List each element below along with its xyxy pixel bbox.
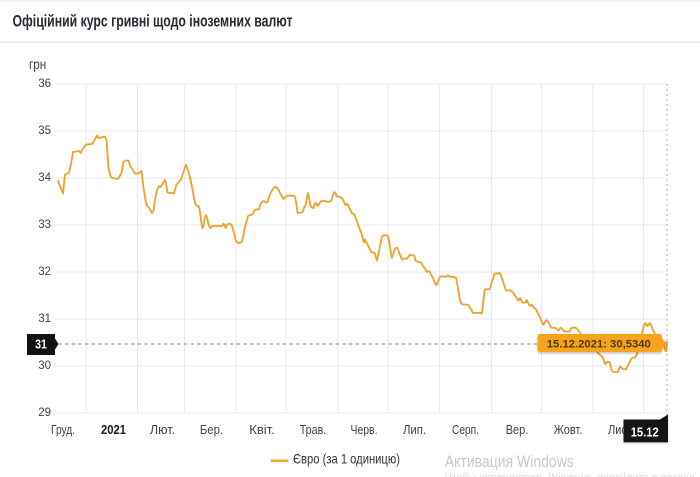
svg-text:Лип.: Лип. bbox=[403, 423, 426, 437]
svg-text:31: 31 bbox=[35, 337, 47, 352]
svg-text:33: 33 bbox=[38, 217, 51, 231]
svg-text:Жовт.: Жовт. bbox=[554, 423, 583, 437]
svg-text:36: 36 bbox=[38, 76, 51, 90]
svg-text:35: 35 bbox=[38, 123, 51, 137]
svg-text:Бер.: Бер. bbox=[200, 423, 223, 437]
svg-text:2021: 2021 bbox=[101, 423, 126, 437]
svg-text:Євро (за 1 одиницю): Євро (за 1 одиницю) bbox=[293, 451, 400, 467]
svg-text:29: 29 bbox=[38, 405, 51, 419]
svg-text:Лют.: Лют. bbox=[150, 423, 175, 437]
svg-text:Серп.: Серп. bbox=[452, 423, 479, 437]
svg-text:32: 32 bbox=[38, 264, 51, 278]
svg-text:30: 30 bbox=[38, 358, 51, 372]
svg-text:Трав.: Трав. bbox=[300, 423, 327, 437]
svg-text:Квіт.: Квіт. bbox=[249, 423, 275, 437]
svg-text:31: 31 bbox=[38, 311, 51, 325]
svg-text:15.12: 15.12 bbox=[631, 424, 659, 439]
svg-text:Вер.: Вер. bbox=[506, 423, 529, 437]
svg-text:34: 34 bbox=[38, 170, 51, 184]
svg-text:Черв.: Черв. bbox=[351, 423, 378, 437]
svg-text:Офіційний курс гривні щодо іно: Офіційний курс гривні щодо іноземних вал… bbox=[13, 13, 293, 31]
svg-text:грн: грн bbox=[29, 57, 46, 72]
svg-text:15.12.2021: 30,5340: 15.12.2021: 30,5340 bbox=[547, 339, 651, 351]
svg-text:Активация Windows: Активация Windows bbox=[445, 452, 574, 471]
svg-text:Чтобы активировать Windows, пе: Чтобы активировать Windows, перейдите в … bbox=[445, 473, 695, 477]
svg-text:Груд.: Груд. bbox=[51, 423, 75, 437]
